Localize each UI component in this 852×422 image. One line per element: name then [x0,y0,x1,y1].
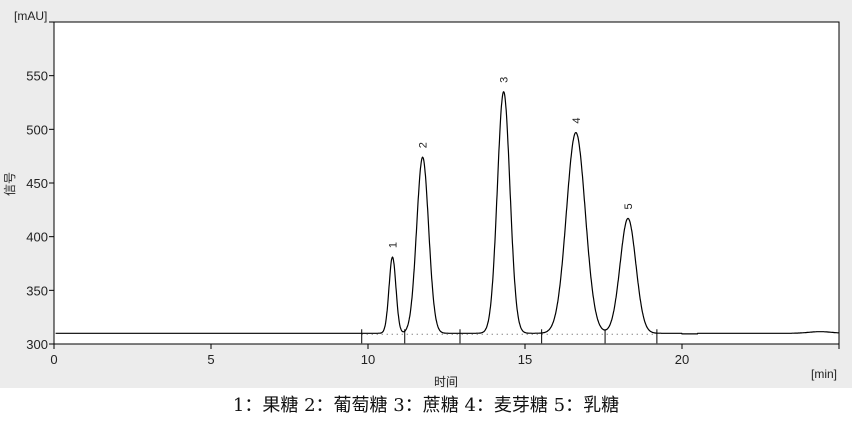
y-tick-label: 550 [26,69,48,84]
plot-area [53,21,840,345]
x-tick-label: 0 [50,352,57,367]
y-tick-label: 500 [26,122,48,137]
chromatogram-chart: 0 5 10 15 20 300 350 400 450 500 550 1 2 3 4 5 [mAU] [… [3,9,840,388]
y-tick-label: 350 [26,283,48,298]
y-tick-label: 400 [26,230,48,245]
y-tick-label: 300 [26,337,48,352]
x-tick-label: 5 [207,352,214,367]
x-tick-label: 15 [518,352,532,367]
peak-label: 4 [571,117,583,123]
x-axis-label: 时间 [434,375,458,388]
peak-label: 3 [499,77,511,83]
peak-label: 2 [418,142,430,148]
y-axis-label: 信号 [3,172,17,196]
figure-caption: 1：果糖 2：葡萄糖 3：蔗糖 4：麦芽糖 5：乳糖 [232,395,620,416]
peak-label: 5 [623,203,635,209]
y-tick-label: 450 [26,176,48,191]
peak-label: 1 [387,242,399,248]
y-unit-label: [mAU] [14,9,47,23]
x-tick-label: 20 [675,352,689,367]
x-unit-label: [min] [811,367,837,381]
signal-trace [55,91,839,335]
x-tick-label: 10 [361,352,375,367]
